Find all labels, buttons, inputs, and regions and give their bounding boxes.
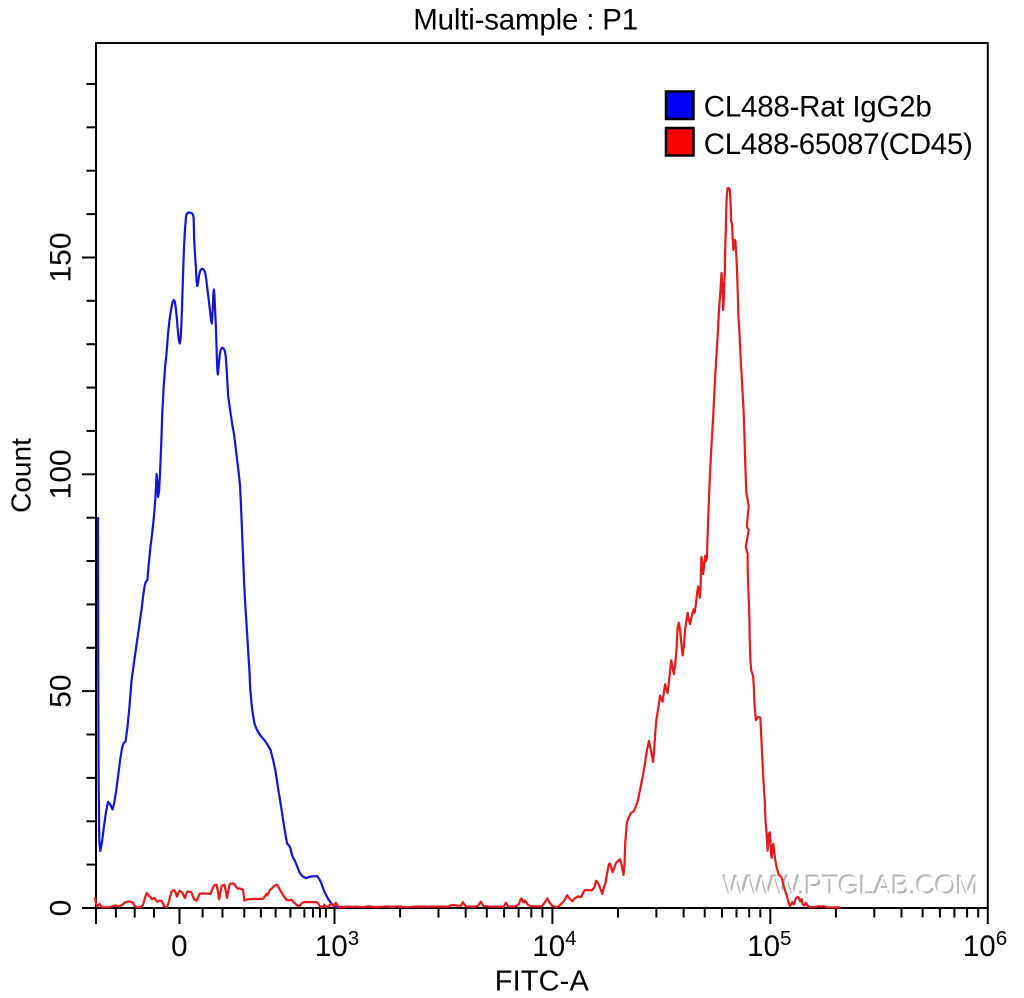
svg-text:Multi-sample : P1: Multi-sample : P1 <box>413 4 638 37</box>
svg-text:0: 0 <box>45 900 78 917</box>
svg-text:150: 150 <box>45 232 78 282</box>
svg-text:FITC-A: FITC-A <box>495 966 590 998</box>
svg-text:50: 50 <box>45 674 78 707</box>
svg-text:Count: Count <box>6 438 37 513</box>
svg-text:CL488-65087(CD45): CL488-65087(CD45) <box>704 128 973 161</box>
svg-text:100: 100 <box>45 449 78 499</box>
svg-text:CL488-Rat IgG2b: CL488-Rat IgG2b <box>704 90 932 123</box>
svg-text:WWW.PTGLAB.COM: WWW.PTGLAB.COM <box>722 869 978 900</box>
svg-text:WWW.PTGLAB.COM: WWW.PTGLAB.COM <box>724 871 980 902</box>
svg-text:0: 0 <box>171 930 187 963</box>
